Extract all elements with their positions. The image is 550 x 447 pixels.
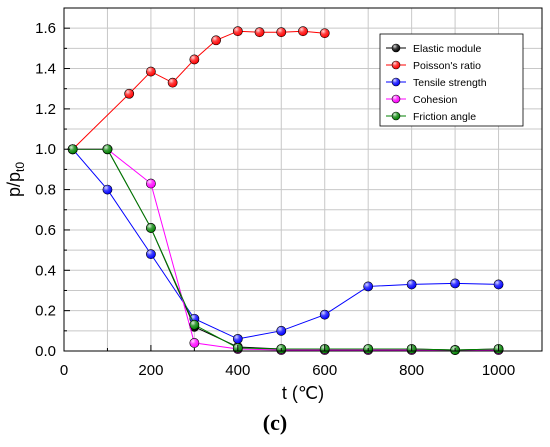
series-layer — [67, 26, 504, 355]
data-point — [167, 77, 178, 88]
x-tick-label: 400 — [225, 362, 250, 379]
y-axis-label-main: p/p — [4, 172, 24, 197]
panel-label: (c) — [262, 410, 288, 435]
data-point — [189, 54, 200, 65]
data-point — [146, 249, 156, 260]
legend-label: Cohesion — [413, 94, 458, 106]
data-point — [102, 144, 113, 155]
series-elastic-module — [67, 144, 504, 355]
y-tick-label: 1.2 — [35, 101, 56, 118]
data-point — [232, 333, 243, 344]
data-point — [189, 319, 200, 330]
series-tensile-strength — [67, 144, 504, 344]
data-point — [146, 66, 156, 77]
legend-label: Poisson's ratio — [413, 60, 481, 72]
y-tick-label: 0.8 — [35, 182, 56, 199]
data-point — [406, 279, 417, 290]
data-point — [319, 309, 330, 320]
data-point — [363, 281, 374, 292]
x-tick-label: 200 — [138, 362, 163, 379]
legend: Elastic module Poisson's ratio Tensile str… — [379, 33, 524, 127]
data-point — [319, 28, 330, 39]
data-point — [276, 27, 287, 38]
y-tick-label: 1.4 — [35, 61, 56, 78]
series-line — [72, 148, 499, 351]
legend-item: Cohesion — [386, 94, 458, 106]
data-point — [211, 35, 221, 46]
y-tick-label: 0.4 — [35, 262, 56, 279]
data-point — [298, 26, 308, 37]
data-point — [276, 325, 287, 336]
legend-box — [379, 33, 524, 127]
y-tick-label: 0.6 — [35, 222, 56, 239]
y-axis-label-subscript: t0 — [13, 162, 27, 172]
legend-marker — [391, 111, 401, 121]
x-tick-label: 1000 — [482, 362, 515, 379]
legend-marker — [391, 94, 401, 104]
legend-label: Friction angle — [413, 111, 476, 123]
data-point — [232, 26, 243, 37]
y-axis-label: p/pt0 — [4, 162, 27, 197]
data-point — [493, 279, 504, 290]
data-point — [124, 88, 135, 99]
data-point — [450, 278, 460, 289]
x-tick-label: 800 — [399, 362, 424, 379]
legend-marker — [391, 77, 401, 87]
data-point — [189, 338, 200, 348]
legend-item: Elastic module — [386, 43, 481, 55]
plot-frame — [63, 7, 543, 352]
y-tick-label: 1.0 — [35, 141, 56, 158]
data-point — [146, 178, 156, 189]
legend-label: Tensile strength — [413, 77, 487, 89]
data-point — [146, 223, 156, 233]
x-tick-label: 0 — [60, 362, 68, 379]
series-cohesion — [67, 144, 504, 355]
series-poisson-s-ratio — [67, 26, 330, 155]
legend-item: Poisson's ratio — [386, 60, 481, 72]
ticks: 0 200 400 600 800 1000 0.0 0.2 0.4 0.6 0.8 1.0 1.2 1.… — [35, 20, 515, 379]
legend-item: Friction angle — [386, 111, 476, 123]
y-tick-label: 0.0 — [35, 343, 56, 360]
y-tick-label: 1.6 — [35, 20, 56, 37]
legend-marker — [391, 43, 401, 53]
legend-item: Tensile strength — [386, 77, 487, 89]
legend-marker — [391, 60, 401, 70]
series-line — [72, 148, 499, 351]
data-point — [102, 184, 113, 195]
legend-label: Elastic module — [413, 43, 481, 55]
data-point — [254, 27, 265, 38]
y-tick-label: 0.2 — [35, 303, 56, 320]
series-line — [72, 30, 325, 150]
x-axis-label: t (℃) — [282, 383, 324, 403]
x-tick-label: 600 — [312, 362, 337, 379]
series-friction-angle — [67, 144, 504, 355]
series-line — [72, 148, 499, 351]
